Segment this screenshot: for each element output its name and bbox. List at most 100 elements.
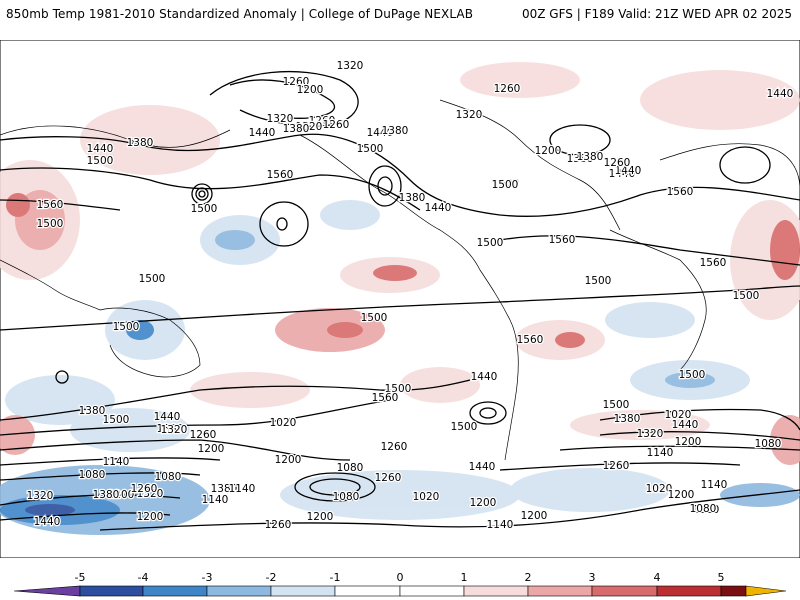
contour-label: 1080 [333,491,360,503]
colorbar-swatch [206,585,272,597]
contour-label: 1320 [296,121,323,133]
contour-label: 1440 [615,165,642,177]
contour-label: 1080 [755,438,782,450]
colorbar-swatches [13,585,787,597]
contour-label: 1380 [157,423,184,435]
contour-label: 1200 [470,497,497,509]
colorbar: -5 -4 -3 -2 -1 0 1 2 3 4 5 [13,571,787,597]
contour-label: 1320 [337,60,364,72]
contour-label: 1320 [27,490,54,502]
contour-label: 1080 [690,503,717,515]
colorbar-swatch [142,585,208,597]
colorbar-tick-label: -3 [202,571,213,584]
colorbar-swatch [591,585,658,597]
colorbar-max-extend [745,585,787,597]
contour-label: 1440 [425,202,452,214]
contour-label: 1500 [603,399,630,411]
contour-label: 1260 [323,119,350,131]
contour-label: 1500 [139,273,166,285]
contour-label: 1140 [202,494,229,506]
colorbar-swatch [656,585,722,597]
contour-label: 1020 [270,417,297,429]
contour-label: 1320 [693,504,720,516]
coastlines [0,99,800,461]
contour-label: 1380 [577,151,604,163]
contour-label: 1440 [87,143,114,155]
colorbar-tick-label: -1 [330,571,341,584]
contour-label: 1260 [375,472,402,484]
contour-label: 1380 [211,483,238,495]
contour-label: 1560 [700,257,727,269]
contour-label: 1020 [413,491,440,503]
colorbar-tick-label: 2 [525,571,532,584]
colorbar-tick-label: 1 [461,571,468,584]
colorbar-swatch [270,585,336,597]
contour-label: 1500 [361,312,388,324]
colorbar-swatch [527,585,593,597]
contour-label: 1560 [549,234,576,246]
contour-label: 1200 [668,489,695,501]
contour-label: 1320 [137,488,164,500]
contour-label: 1020 [646,483,673,495]
contour-label: 1500 [37,218,64,230]
contour-label: 1320 [161,424,188,436]
header-bar: 850mb Temp 1981-2010 Standardized Anomal… [0,0,800,36]
contour-label: 1260 [131,483,158,495]
contour-label: 1380 [127,137,154,149]
contour-label: 1320 [456,109,483,121]
run-info: 00Z GFS | F189 Valid: 21Z WED APR 02 202… [521,7,792,21]
colorbar-swatch [79,585,144,597]
contour-label: 1200 [275,454,302,466]
colorbar-tick-label: 4 [654,571,661,584]
contour-label: 1020 [665,409,692,421]
colorbar-tick-labels: -5 -4 -3 -2 -1 0 1 2 3 4 5 [75,571,725,584]
contour-label: 1080 [79,469,106,481]
contour-label: 1440 [469,461,496,473]
contour-label: 1500 [679,369,706,381]
contour-label: 1500 [699,257,726,269]
contour-label: 1140 [487,519,514,531]
contour-label: 1380 [567,153,594,165]
contour-label: 1500 [357,143,384,155]
contour-label: 1380 [93,489,120,501]
contour-label: 1440 [34,516,61,528]
contour-label: 1440 [609,168,636,180]
contour-label: 1200 [535,145,562,157]
contour-label: 1500 [451,421,478,433]
contour-label: 1560 [267,169,294,181]
contour-label: 1200 [108,489,135,501]
contour-label: 1080 [155,471,182,483]
colorbar-tick-label: 0 [397,571,404,584]
colorbar-tick-label: -5 [75,571,86,584]
contour-label: 1500 [477,237,504,249]
contour-label: 1140 [229,483,256,495]
contour-label: 1140 [701,479,728,491]
contour-label: 1260 [494,83,521,95]
contour-label: 1440 [249,127,276,139]
contour-label: 1200 [137,511,164,523]
contour-label: 1260 [381,441,408,453]
contour-label: 1260 [604,157,631,169]
colorbar-swatch [463,585,529,597]
contour-label: 1380 [79,405,106,417]
contour-label: 1500 [733,290,760,302]
contour-label: 1260 [283,76,310,88]
colorbar-swatch [334,585,401,597]
contour-label: 1500 [357,143,384,155]
colorbar-swatch [399,585,465,597]
contour-label: 1560 [37,199,64,211]
contour-label: 1140 [103,456,130,468]
contour-label: 1500 [492,179,519,191]
contour-label: 1440 [471,371,498,383]
contour-label: 1200 [675,436,702,448]
contour-label: 1500 [585,275,612,287]
contour-label: 1260 [190,429,217,441]
contour-label: 1380 [399,192,426,204]
contour-label: 1500 [113,321,140,333]
colorbar-tick-label: 3 [589,571,596,584]
contour-label: 1380 [283,123,310,135]
colorbar-tick-label: -4 [138,571,149,584]
contour-label: 1260 [603,460,630,472]
